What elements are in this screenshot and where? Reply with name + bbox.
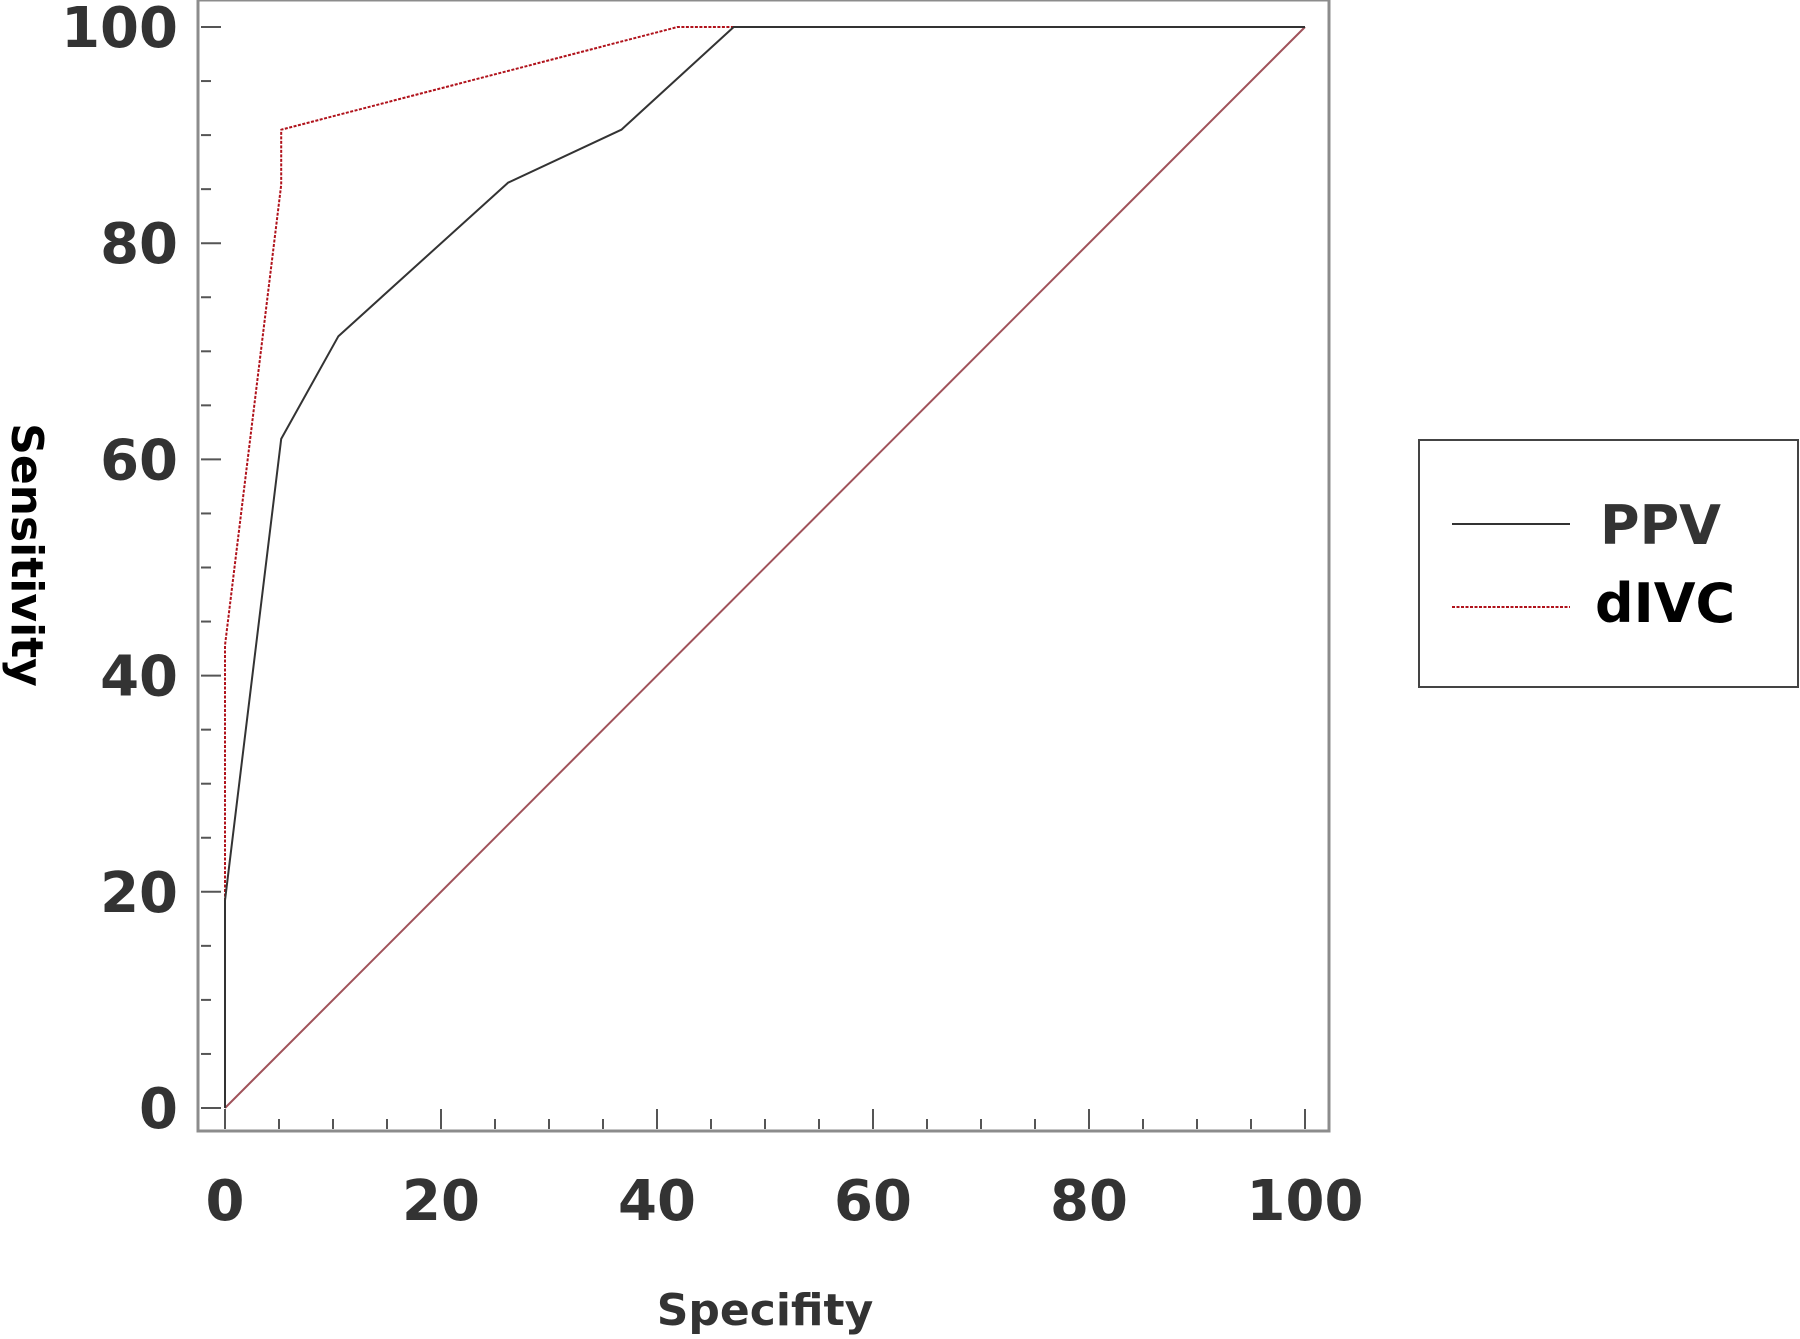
series-layer [224, 26, 1306, 1109]
x-tick-label: 20 [402, 1169, 480, 1234]
x-axis-tick-labels: 0 20 40 60 80 100 [206, 1169, 1364, 1234]
y-axis-ticks [201, 26, 221, 1109]
y-tick-label: 100 [61, 0, 178, 61]
y-tick-label: 40 [100, 645, 178, 710]
y-tick-label: 60 [100, 428, 178, 493]
y-tick-label: 80 [100, 212, 178, 277]
y-tick-label: 20 [100, 861, 178, 926]
series-reference-line [224, 26, 1306, 1109]
x-tick-label: 80 [1050, 1169, 1128, 1234]
legend-label-divc: dIVC [1595, 572, 1735, 635]
y-axis-title: Sensitivity [1, 423, 52, 687]
x-tick-label: 40 [618, 1169, 696, 1234]
plot-frame [196, 0, 1331, 1133]
y-tick-label: 0 [139, 1077, 178, 1142]
x-tick-label: 60 [834, 1169, 912, 1234]
x-axis-ticks [224, 1109, 1306, 1129]
legend-box [1418, 439, 1799, 688]
x-tick-label: 0 [206, 1169, 245, 1234]
legend: PPV dIVC [1418, 439, 1799, 688]
series-ppv-line [224, 26, 1305, 1108]
y-axis-tick-labels: 0 20 40 60 80 100 [61, 0, 178, 1142]
x-tick-label: 100 [1247, 1169, 1364, 1234]
legend-label-ppv: PPV [1600, 494, 1721, 557]
x-axis-title: Specifity [657, 1285, 874, 1336]
